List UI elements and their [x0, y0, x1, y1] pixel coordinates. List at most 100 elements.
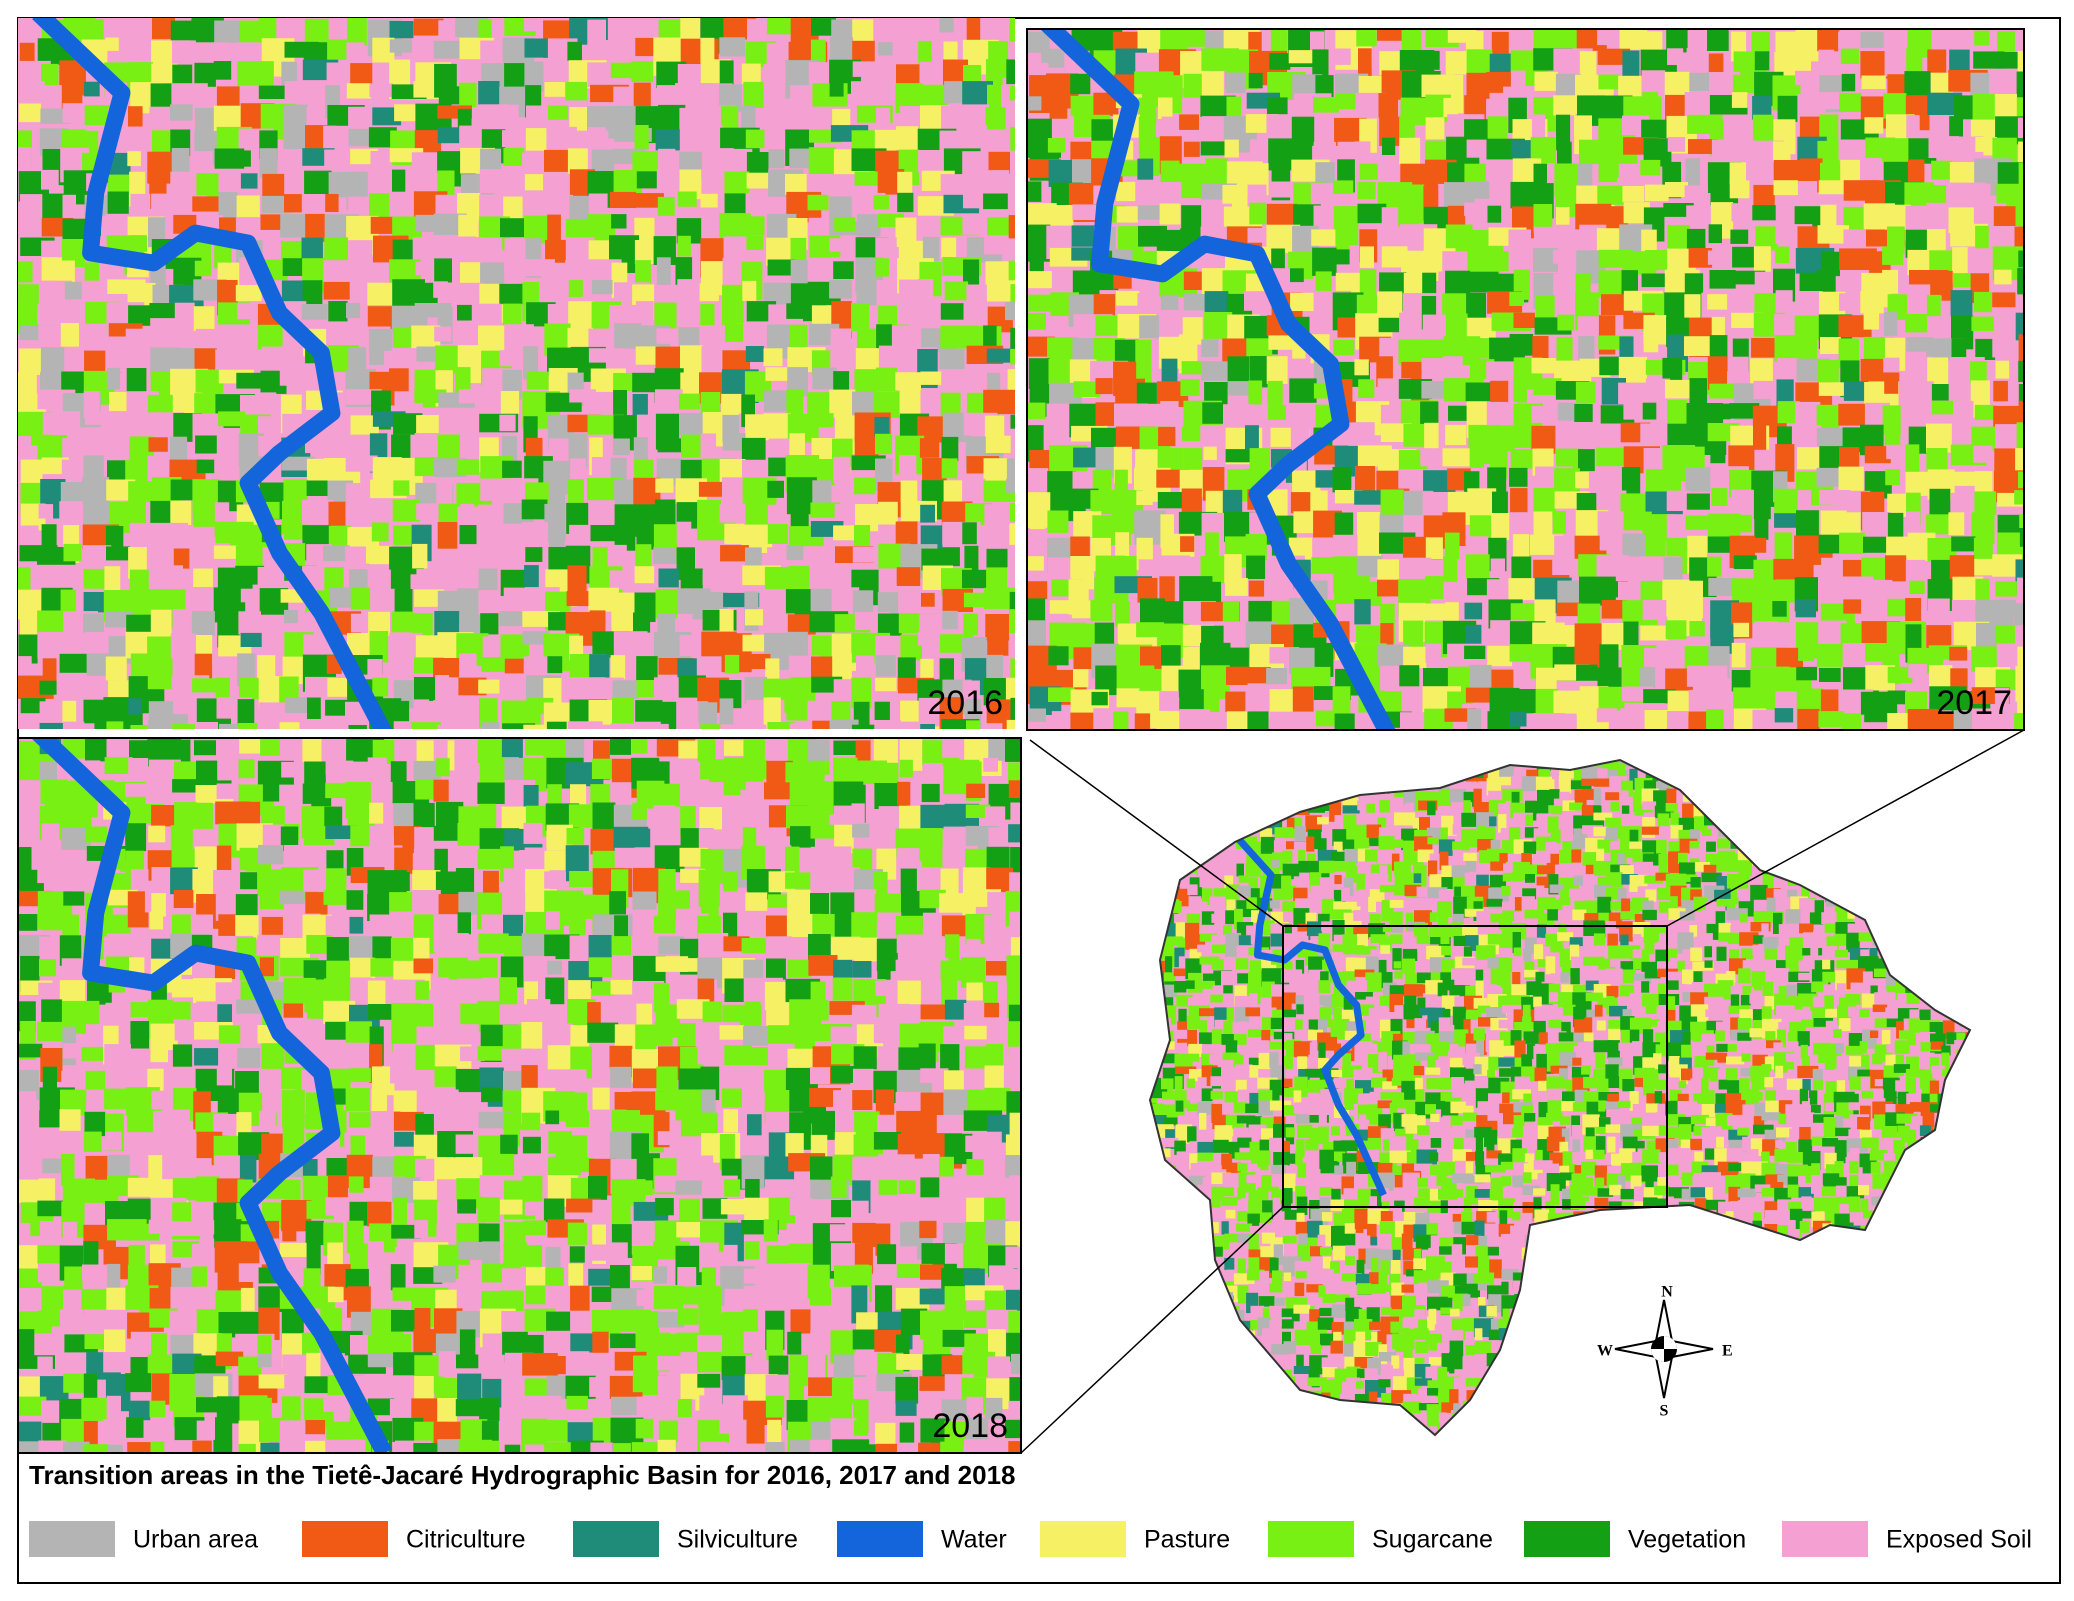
land-patch [1198, 780, 1216, 795]
land-patch [391, 611, 414, 633]
land-patch [1930, 270, 1953, 301]
land-patch [502, 1376, 529, 1397]
land-patch [1859, 760, 1881, 769]
land-patch [1313, 383, 1328, 399]
land-patch [591, 149, 615, 178]
land-patch [215, 982, 235, 1006]
land-patch [610, 348, 638, 373]
land-patch [964, 1025, 991, 1040]
land-patch [854, 477, 876, 495]
land-patch [1774, 802, 1795, 814]
land-patch [723, 779, 741, 796]
land-patch [1740, 813, 1758, 826]
land-patch [1294, 791, 1314, 808]
land-patch [1469, 444, 1485, 468]
land-patch [1593, 826, 1608, 837]
land-patch [765, 1442, 785, 1453]
land-patch [499, 611, 528, 627]
land-patch [878, 42, 893, 56]
land-patch [634, 240, 658, 264]
land-patch [547, 960, 562, 975]
land-patch [39, 936, 63, 959]
land-patch [1381, 777, 1402, 793]
land-patch [1247, 184, 1267, 205]
land-patch [412, 870, 441, 892]
land-patch [213, 1439, 233, 1453]
land-patch [897, 1442, 931, 1453]
land-patch [941, 436, 959, 462]
land-patch [987, 632, 1009, 656]
land-patch [504, 658, 530, 674]
land-patch [655, 389, 683, 406]
land-patch [1730, 229, 1749, 244]
land-patch [412, 1069, 441, 1092]
land-patch [1355, 466, 1375, 497]
land-patch [1029, 450, 1053, 472]
land-patch [1729, 356, 1749, 386]
land-patch [1619, 336, 1634, 361]
land-patch [592, 802, 616, 833]
land-patch [83, 1131, 102, 1152]
land-patch [524, 847, 547, 872]
land-patch [833, 371, 850, 392]
land-patch [1093, 92, 1119, 116]
land-patch [785, 872, 815, 889]
land-patch [632, 738, 648, 754]
land-patch [983, 236, 1008, 255]
land-patch [103, 1419, 126, 1453]
land-patch [1634, 805, 1644, 825]
land-patch [457, 304, 472, 321]
land-patch [1318, 760, 1337, 769]
land-patch [304, 761, 326, 790]
land-patch [1095, 378, 1113, 395]
land-patch [1850, 800, 1866, 815]
land-patch [169, 324, 186, 340]
land-patch [1183, 141, 1200, 157]
land-patch [1707, 403, 1731, 420]
land-patch [918, 1442, 954, 1453]
land-patch [1162, 760, 1174, 777]
land-patch [1708, 224, 1722, 244]
land-patch [1766, 766, 1774, 776]
land-patch [2015, 666, 2024, 702]
land-patch [1860, 31, 1890, 48]
land-patch [38, 982, 62, 1000]
land-patch [592, 724, 623, 729]
land-patch [1800, 828, 1813, 847]
land-patch [633, 721, 661, 729]
land-patch [1006, 719, 1015, 729]
land-patch [1968, 804, 1970, 826]
land-patch [1183, 29, 1206, 47]
land-patch [502, 460, 522, 478]
land-patch [987, 84, 1002, 110]
land-patch [1399, 665, 1420, 687]
land-patch [1643, 336, 1659, 353]
land-patch [1257, 760, 1266, 767]
land-patch [1354, 359, 1369, 376]
land-patch [1249, 448, 1271, 470]
land-patch [1091, 691, 1108, 706]
land-patch [1047, 138, 1066, 153]
land-patch [347, 1439, 366, 1453]
land-patch [1403, 620, 1424, 651]
land-patch [370, 151, 393, 170]
land-patch [546, 283, 561, 298]
land-patch [148, 720, 185, 729]
land-patch [1549, 789, 1560, 799]
land-patch [1425, 537, 1443, 559]
land-patch [456, 1354, 479, 1369]
land-patch [1927, 598, 1950, 629]
land-patch [127, 912, 149, 928]
land-patch [1593, 805, 1602, 816]
land-patch [1404, 760, 1421, 768]
land-patch [943, 1026, 965, 1046]
land-patch [919, 1376, 951, 1391]
land-patch [719, 1025, 745, 1040]
land-patch [676, 521, 692, 544]
land-patch [786, 1223, 802, 1241]
land-patch [965, 1135, 983, 1152]
land-patch [1774, 335, 1801, 362]
land-patch [126, 501, 145, 530]
land-patch [1489, 425, 1515, 452]
land-patch [1642, 402, 1657, 420]
